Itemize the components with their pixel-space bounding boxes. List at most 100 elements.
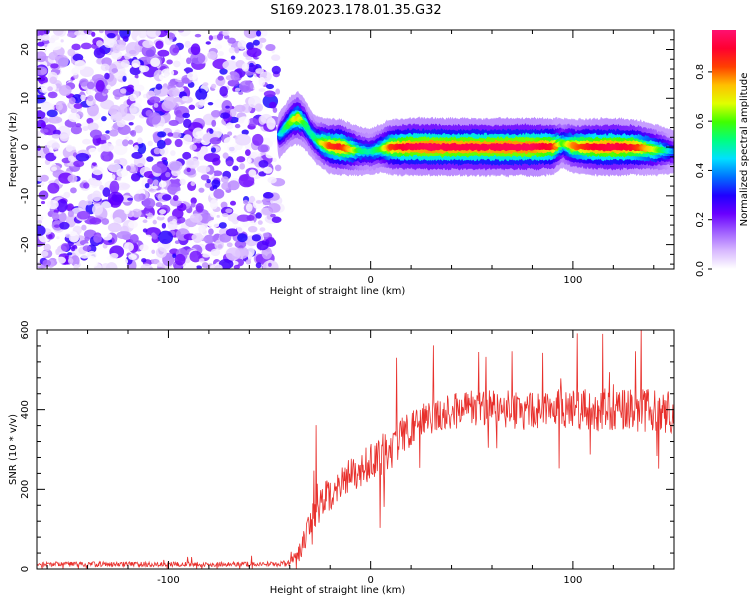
noise-cell — [142, 228, 148, 233]
noise-cell — [141, 258, 147, 263]
noise-cell — [129, 233, 139, 244]
noise-cell — [80, 94, 86, 101]
noise-cell — [151, 185, 159, 190]
noise-cell — [51, 142, 60, 150]
noise-cell — [40, 200, 46, 205]
noise-cell — [247, 225, 258, 233]
noise-cell — [70, 255, 80, 267]
noise-cell — [56, 256, 66, 264]
colorbar-tick-label: 0.4 — [695, 162, 706, 178]
noise-cell — [203, 152, 221, 163]
noise-cell — [195, 203, 204, 213]
noise-cell — [212, 170, 223, 177]
noise-cell — [248, 169, 257, 178]
noise-cell — [100, 139, 107, 145]
noise-cell — [260, 113, 273, 124]
noise-cell — [104, 72, 110, 80]
noise-cell — [76, 210, 91, 220]
noise-cell — [83, 182, 90, 189]
y-tick-label: 0 — [20, 144, 31, 150]
noise-cell — [183, 118, 192, 129]
noise-cell — [137, 142, 147, 155]
noise-cell — [252, 39, 260, 46]
noise-cell — [51, 133, 61, 139]
noise-cell — [48, 51, 58, 61]
noise-cell — [73, 263, 79, 269]
noise-cell — [46, 109, 58, 118]
noise-cell — [236, 156, 246, 163]
noise-cell — [52, 30, 64, 36]
noise-cell — [211, 179, 221, 188]
noise-cell — [91, 190, 102, 202]
noise-cell — [101, 116, 107, 122]
x-tick-label: 0 — [367, 575, 373, 586]
noise-cell — [159, 209, 167, 215]
y-tick-label: -10 — [20, 188, 31, 204]
noise-cell — [232, 165, 239, 172]
noise-cell — [70, 245, 76, 252]
noise-cell — [168, 160, 183, 172]
noise-cell — [126, 84, 135, 93]
noise-cell — [129, 102, 143, 116]
noise-cell — [65, 233, 71, 238]
x-tick-label: -100 — [157, 275, 180, 286]
y-tick-label: -20 — [20, 236, 31, 252]
noise-cell — [91, 166, 104, 176]
noise-cell — [246, 214, 255, 222]
noise-cell — [223, 137, 236, 146]
noise-cell — [207, 50, 217, 60]
noise-cell — [166, 32, 176, 40]
noise-cell — [95, 80, 105, 92]
noise-cell — [268, 203, 281, 213]
noise-cell — [210, 147, 216, 153]
noise-cell — [80, 253, 89, 259]
noise-cell — [234, 87, 241, 92]
noise-cell — [161, 100, 175, 112]
noise-cell — [38, 75, 48, 85]
noise-cell — [256, 30, 262, 37]
noise-cell — [225, 208, 233, 214]
noise-cell — [274, 164, 282, 172]
noise-cell — [149, 266, 154, 269]
noise-cell — [155, 40, 164, 50]
noise-cell — [47, 41, 62, 51]
noise-cell — [267, 176, 277, 184]
noise-cell — [174, 190, 191, 202]
noise-cell — [190, 52, 206, 65]
noise-cell — [177, 30, 185, 33]
noise-cell — [146, 156, 154, 162]
noise-cell — [156, 262, 163, 267]
noise-cell — [147, 140, 154, 147]
noise-cell — [200, 174, 210, 181]
noise-cell — [73, 160, 85, 168]
noise-cell — [263, 90, 276, 98]
noise-cell — [133, 144, 139, 151]
noise-cell — [222, 212, 229, 218]
noise-cell — [210, 83, 217, 89]
noise-cell — [151, 258, 160, 265]
noise-cell — [43, 243, 52, 252]
noise-cell — [238, 173, 255, 188]
noise-cell — [40, 174, 49, 182]
noise-cell — [266, 83, 274, 90]
noise-cell — [120, 59, 130, 68]
noise-cell — [115, 138, 124, 147]
noise-cell — [153, 147, 161, 155]
noise-cell — [189, 144, 197, 151]
noise-cell — [158, 180, 167, 188]
noise-cell — [190, 43, 201, 56]
noise-cell — [257, 220, 263, 225]
noise-cell — [87, 88, 94, 96]
noise-cell — [105, 262, 118, 269]
noise-cell — [52, 129, 61, 136]
noise-cell — [38, 190, 49, 200]
noise-cell — [139, 65, 150, 73]
noise-cell — [40, 250, 49, 257]
spectrogram-cells — [37, 30, 674, 269]
noise-cell — [58, 84, 72, 96]
noise-cell — [185, 157, 200, 169]
noise-cell — [130, 172, 141, 182]
noise-cell — [263, 166, 273, 174]
noise-cell — [172, 47, 180, 54]
noise-cell — [45, 152, 57, 162]
